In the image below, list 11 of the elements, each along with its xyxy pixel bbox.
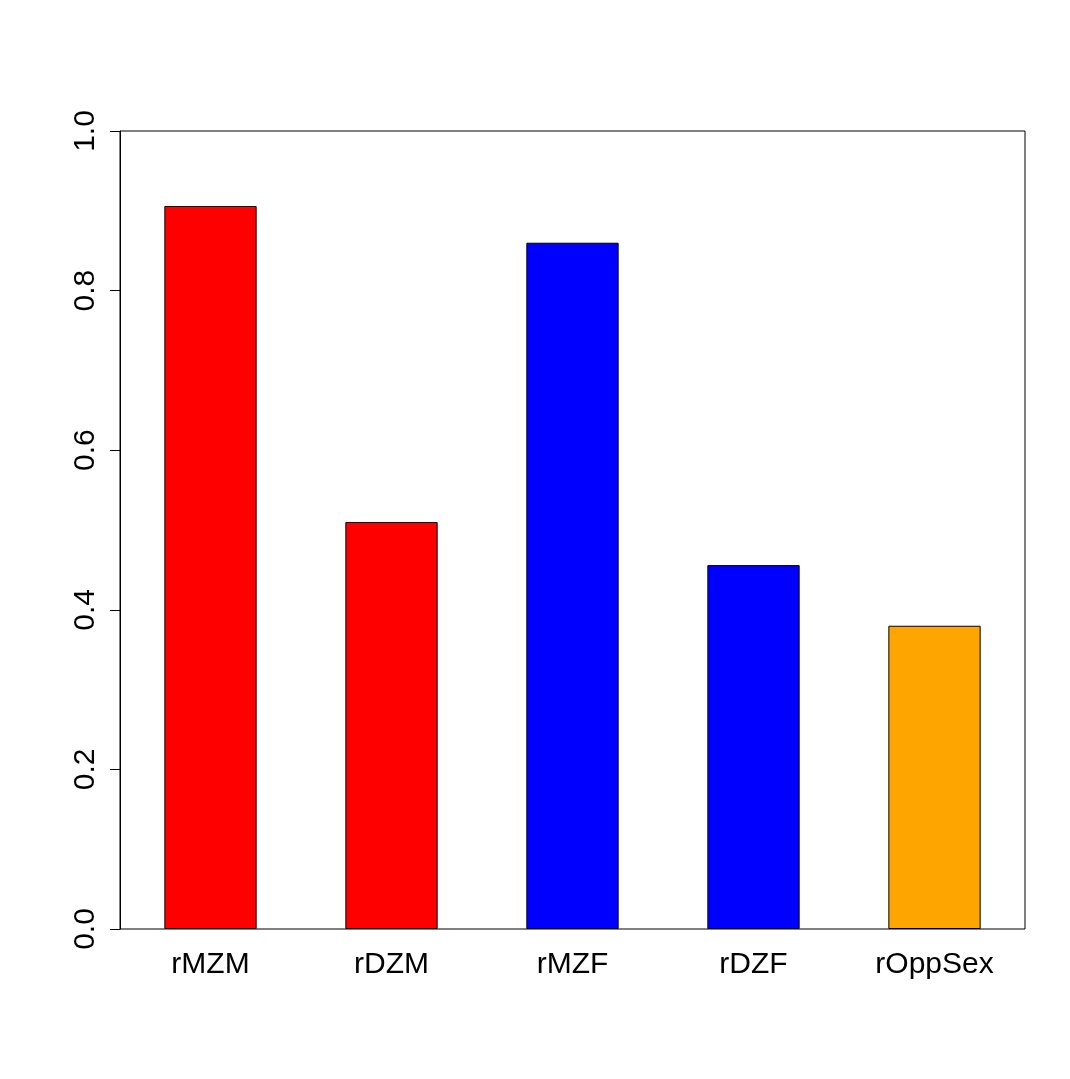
y-tick-label: 0.4 — [66, 588, 100, 631]
y-tick-label: 0.8 — [66, 269, 100, 312]
y-tick-label: 0.2 — [66, 748, 100, 791]
x-tick-label: rOppSex — [875, 945, 994, 979]
x-tick-label: rDZF — [719, 945, 788, 979]
y-tick-label: 1.0 — [66, 110, 100, 152]
x-tick-label: rMZM — [171, 945, 250, 979]
x-tick-label: rDZM — [354, 945, 429, 979]
x-tick-label: rMZF — [536, 945, 609, 979]
y-tick-label: 0.6 — [66, 429, 100, 472]
y-tick-label: 0.0 — [66, 908, 100, 950]
